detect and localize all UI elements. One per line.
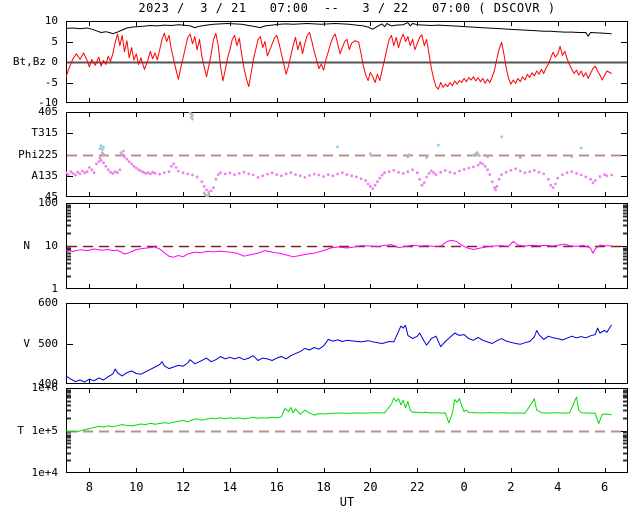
y-axis-label: A	[31, 168, 38, 182]
y-axis-label: T	[31, 126, 38, 140]
x-tick-label: 20	[363, 480, 378, 494]
x-tick-label: 22	[410, 480, 425, 494]
y-tick-label: 500	[38, 336, 58, 350]
y-axis-label: Phi	[18, 147, 38, 161]
y-tick-label: 1	[51, 282, 58, 295]
x-tick-label: 0	[460, 480, 468, 494]
y-axis-label: V	[23, 336, 30, 350]
y-tick-label: 600	[38, 296, 58, 309]
y-tick-label: 10	[44, 14, 58, 27]
y-tick-label: 1e+6	[31, 381, 59, 394]
x-tick-label: 12	[175, 480, 191, 494]
y-axis-label: T	[17, 423, 24, 437]
y-tick-label: 225	[38, 147, 58, 161]
x-tick-label: 2	[507, 480, 515, 494]
temperature-panel-plot	[66, 388, 628, 473]
x-tick-label: 4	[554, 480, 562, 494]
x-axis-label: UT	[339, 495, 355, 509]
y-tick-label: -10	[38, 96, 58, 109]
y-tick-label: 5	[51, 34, 58, 48]
chart-title: 2023 / 3 / 21 07:00 -- 3 / 22 07:00 ( DS…	[138, 1, 556, 15]
y-tick-label: 0	[51, 55, 58, 68]
y-axis-label: N	[23, 239, 30, 252]
y-tick-label: 400	[38, 377, 58, 390]
x-tick-label: 14	[222, 480, 238, 494]
y-tick-label: 45	[44, 190, 58, 203]
y-tick-label: -5	[44, 75, 58, 89]
x-tick-label: 8	[85, 480, 94, 494]
angles-panel-plot	[66, 112, 628, 197]
y-tick-label: 10	[44, 239, 58, 252]
y-tick-label: 1e+5	[31, 423, 59, 437]
x-tick-label: 10	[129, 480, 144, 494]
y-tick-label: 135	[38, 168, 58, 182]
x-tick-label: 16	[269, 480, 284, 494]
x-tick-label: 18	[316, 480, 331, 494]
speed-panel-plot	[66, 303, 628, 384]
y-tick-label: 315	[38, 126, 58, 140]
y-tick-label: 100	[38, 196, 58, 209]
y-tick-label: 1e+4	[31, 466, 59, 479]
x-tick-label: 6	[600, 480, 609, 494]
magnetic-field-panel-plot	[66, 21, 628, 103]
y-axis-label: Bt,Bz	[12, 55, 46, 68]
y-tick-label: 405	[38, 105, 58, 118]
density-panel-plot	[66, 203, 628, 289]
